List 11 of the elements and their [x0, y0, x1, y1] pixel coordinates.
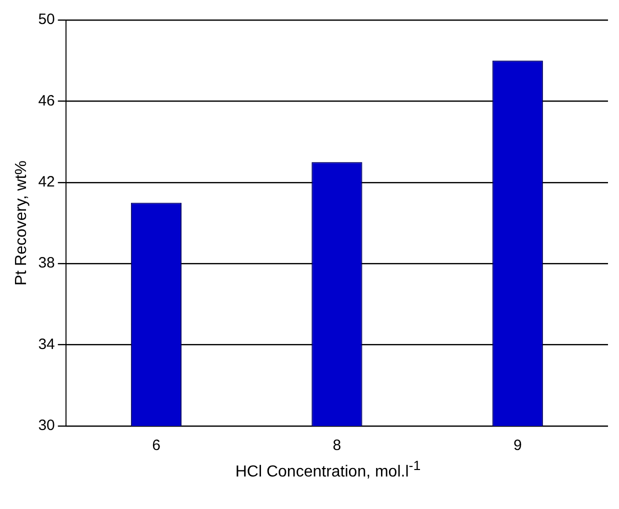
y-tick-label: 34	[38, 336, 55, 353]
y-tick-label: 42	[38, 174, 55, 191]
x-tick-label: 8	[332, 437, 342, 454]
x-axis-title: HCl Concentration, mol.l$^{-1}$	[234, 458, 422, 482]
y-axis-title: Pt Recovery, wt%	[13, 160, 30, 286]
y-tick-label: 38	[38, 254, 55, 272]
y-tick-label: 50	[38, 11, 55, 28]
x-tick-label: 6	[152, 437, 160, 454]
y-tick-label: 46	[38, 92, 55, 110]
y-tick-label: 30	[38, 417, 55, 434]
x-tick-label: 9	[513, 437, 522, 454]
